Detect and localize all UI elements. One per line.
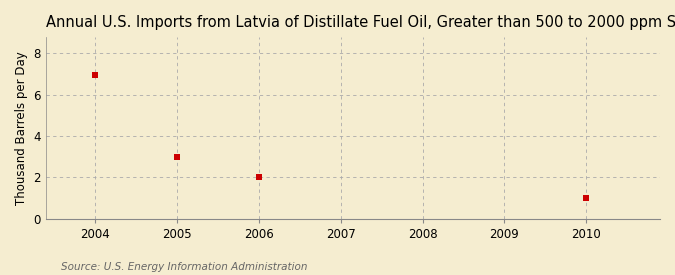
Text: Source: U.S. Energy Information Administration: Source: U.S. Energy Information Administ… xyxy=(61,262,307,271)
Point xyxy=(581,196,592,200)
Point xyxy=(171,155,182,159)
Y-axis label: Thousand Barrels per Day: Thousand Barrels per Day xyxy=(15,51,28,205)
Point xyxy=(253,175,264,180)
Point xyxy=(90,73,101,77)
Text: Annual U.S. Imports from Latvia of Distillate Fuel Oil, Greater than 500 to 2000: Annual U.S. Imports from Latvia of Disti… xyxy=(46,15,675,30)
